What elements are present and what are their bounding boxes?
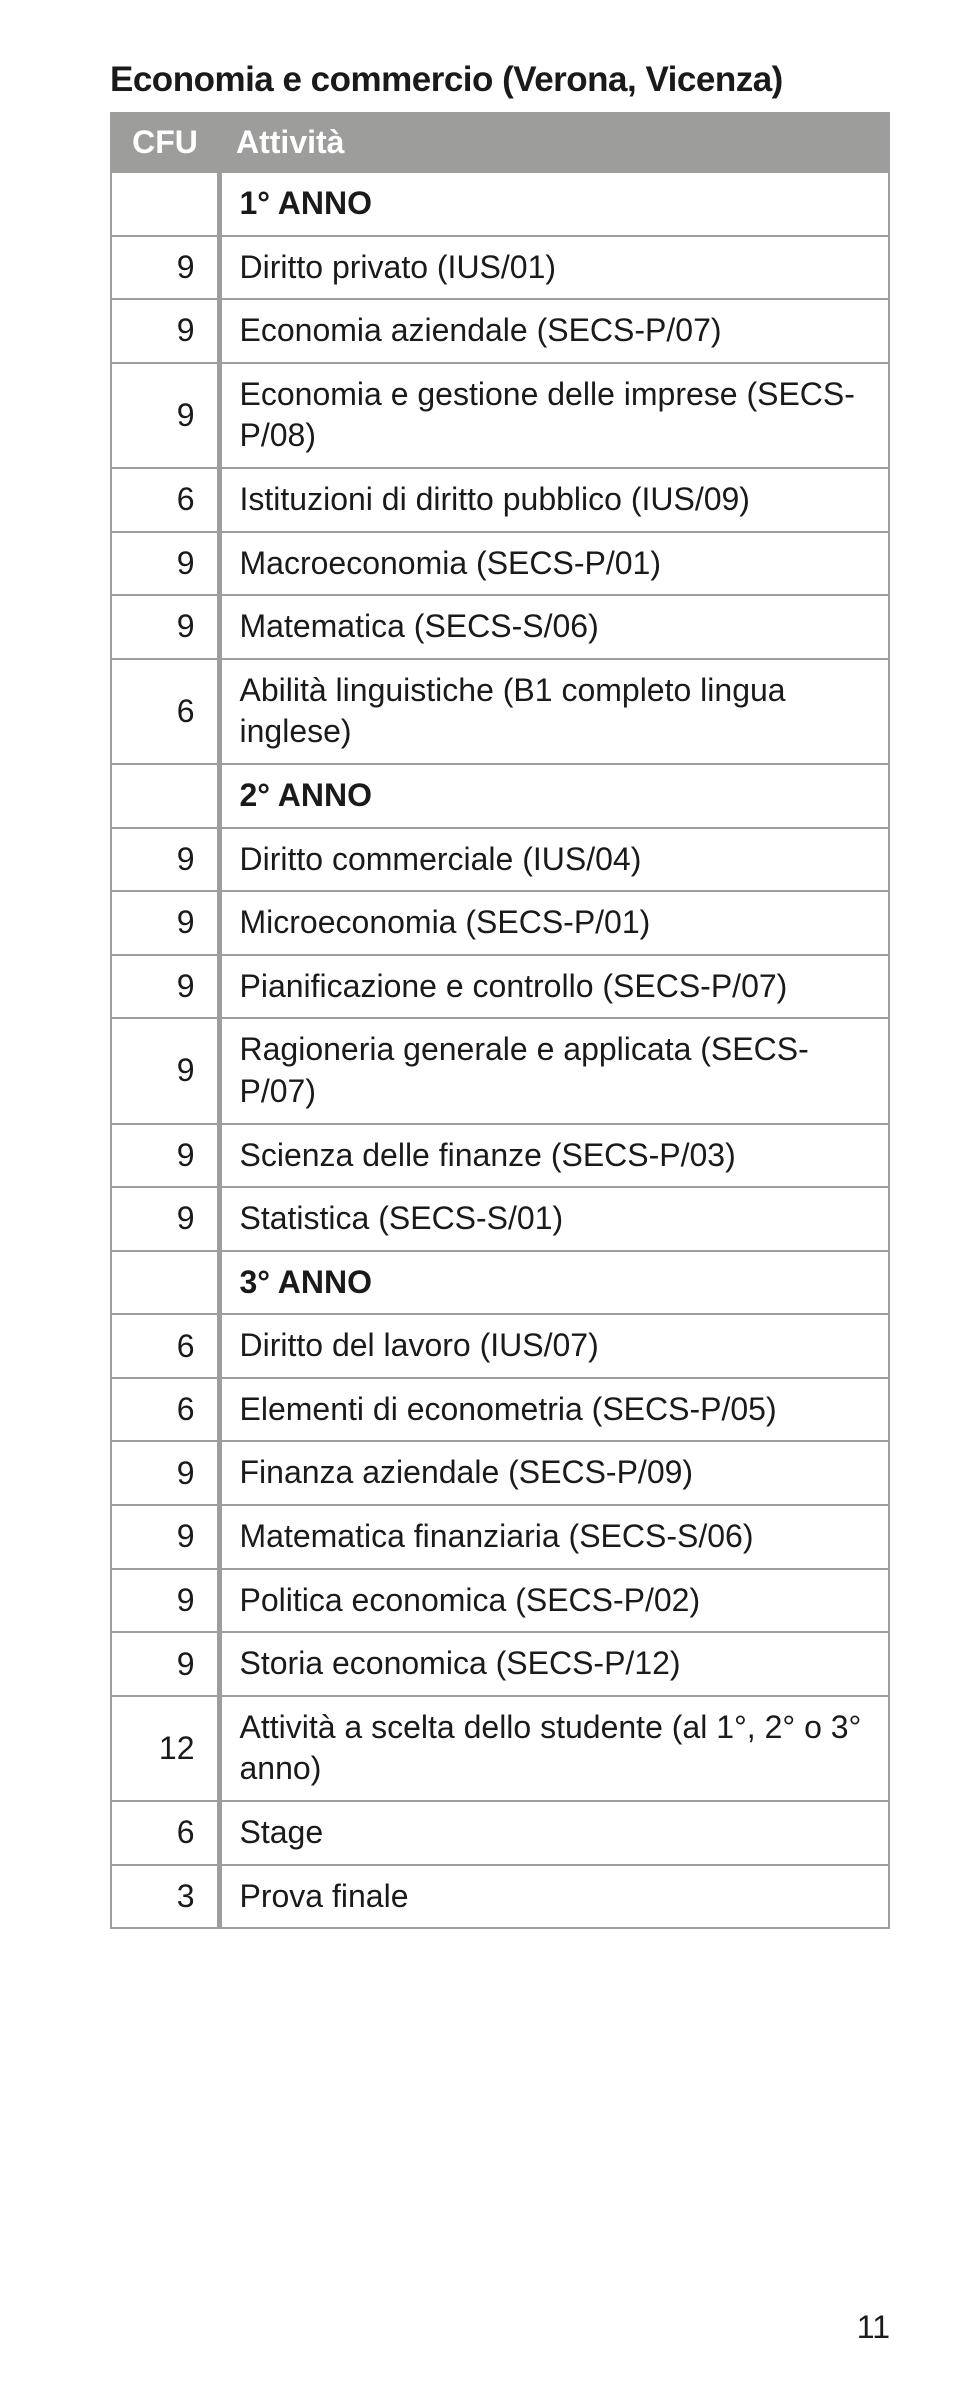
header-cfu: CFU: [111, 113, 219, 172]
activity-cell: Attività a scelta dello studente (al 1°,…: [219, 1696, 889, 1801]
activity-cell: Politica economica (SECS-P/02): [219, 1569, 889, 1633]
table-row: 9Statistica (SECS-S/01): [111, 1187, 889, 1251]
cfu-cell: 6: [111, 659, 219, 764]
table-row: 9Matematica (SECS-S/06): [111, 595, 889, 659]
activity-cell: Elementi di econometria (SECS-P/05): [219, 1378, 889, 1442]
page-title: Economia e commercio (Verona, Vicenza): [110, 60, 890, 100]
table-row: 3Prova finale: [111, 1865, 889, 1929]
cfu-cell: 9: [111, 955, 219, 1019]
cfu-cell: 9: [111, 1505, 219, 1569]
cfu-cell: [111, 1251, 219, 1315]
cfu-cell: 9: [111, 363, 219, 468]
activity-cell: Economia aziendale (SECS-P/07): [219, 299, 889, 363]
table-row: 2° ANNO: [111, 764, 889, 828]
section-label: 1° ANNO: [219, 172, 889, 236]
cfu-cell: 9: [111, 1441, 219, 1505]
table-row: 9Economia aziendale (SECS-P/07): [111, 299, 889, 363]
section-label: 2° ANNO: [219, 764, 889, 828]
cfu-cell: 9: [111, 828, 219, 892]
activity-cell: Istituzioni di diritto pubblico (IUS/09): [219, 468, 889, 532]
cfu-cell: 9: [111, 595, 219, 659]
activity-cell: Finanza aziendale (SECS-P/09): [219, 1441, 889, 1505]
table-row: 9Ragioneria generale e applicata (SECS-P…: [111, 1018, 889, 1123]
table-header-row: CFU Attività: [111, 113, 889, 172]
table-row: 6Elementi di econometria (SECS-P/05): [111, 1378, 889, 1442]
activity-cell: Stage: [219, 1801, 889, 1865]
cfu-cell: [111, 764, 219, 828]
table-row: 6Abilità linguistiche (B1 completo lingu…: [111, 659, 889, 764]
curriculum-table: CFU Attività 1° ANNO9Diritto privato (IU…: [110, 112, 890, 1929]
table-row: 12Attività a scelta dello studente (al 1…: [111, 1696, 889, 1801]
activity-cell: Ragioneria generale e applicata (SECS-P/…: [219, 1018, 889, 1123]
cfu-cell: 9: [111, 1632, 219, 1696]
table-row: 9Diritto commerciale (IUS/04): [111, 828, 889, 892]
table-row: 9Matematica finanziaria (SECS-S/06): [111, 1505, 889, 1569]
activity-cell: Matematica (SECS-S/06): [219, 595, 889, 659]
page-number: 11: [857, 2309, 890, 2346]
cfu-cell: 6: [111, 1378, 219, 1442]
activity-cell: Storia economica (SECS-P/12): [219, 1632, 889, 1696]
cfu-cell: 6: [111, 1801, 219, 1865]
table-row: 9Pianificazione e controllo (SECS-P/07): [111, 955, 889, 1019]
table-row: 6Istituzioni di diritto pubblico (IUS/09…: [111, 468, 889, 532]
activity-cell: Matematica finanziaria (SECS-S/06): [219, 1505, 889, 1569]
activity-cell: Prova finale: [219, 1865, 889, 1929]
cfu-cell: 9: [111, 1187, 219, 1251]
cfu-cell: 9: [111, 1124, 219, 1188]
table-row: 9Storia economica (SECS-P/12): [111, 1632, 889, 1696]
table-row: 9Scienza delle finanze (SECS-P/03): [111, 1124, 889, 1188]
table-row: 9Microeconomia (SECS-P/01): [111, 891, 889, 955]
activity-cell: Microeconomia (SECS-P/01): [219, 891, 889, 955]
activity-cell: Diritto commerciale (IUS/04): [219, 828, 889, 892]
section-label: 3° ANNO: [219, 1251, 889, 1315]
table-row: 3° ANNO: [111, 1251, 889, 1315]
cfu-cell: 6: [111, 468, 219, 532]
activity-cell: Economia e gestione delle imprese (SECS-…: [219, 363, 889, 468]
activity-cell: Macroeconomia (SECS-P/01): [219, 532, 889, 596]
cfu-cell: 9: [111, 299, 219, 363]
activity-cell: Scienza delle finanze (SECS-P/03): [219, 1124, 889, 1188]
cfu-cell: 9: [111, 532, 219, 596]
header-attivita: Attività: [219, 113, 889, 172]
table-row: 6Diritto del lavoro (IUS/07): [111, 1314, 889, 1378]
table-row: 1° ANNO: [111, 172, 889, 236]
table-row: 9Economia e gestione delle imprese (SECS…: [111, 363, 889, 468]
cfu-cell: [111, 172, 219, 236]
table-row: 9Diritto privato (IUS/01): [111, 236, 889, 300]
cfu-cell: 12: [111, 1696, 219, 1801]
cfu-cell: 6: [111, 1314, 219, 1378]
activity-cell: Pianificazione e controllo (SECS-P/07): [219, 955, 889, 1019]
activity-cell: Statistica (SECS-S/01): [219, 1187, 889, 1251]
table-row: 9Politica economica (SECS-P/02): [111, 1569, 889, 1633]
table-row: 6Stage: [111, 1801, 889, 1865]
cfu-cell: 9: [111, 891, 219, 955]
cfu-cell: 9: [111, 1018, 219, 1123]
cfu-cell: 9: [111, 1569, 219, 1633]
table-row: 9Macroeconomia (SECS-P/01): [111, 532, 889, 596]
activity-cell: Abilità linguistiche (B1 completo lingua…: [219, 659, 889, 764]
activity-cell: Diritto del lavoro (IUS/07): [219, 1314, 889, 1378]
activity-cell: Diritto privato (IUS/01): [219, 236, 889, 300]
cfu-cell: 9: [111, 236, 219, 300]
table-row: 9Finanza aziendale (SECS-P/09): [111, 1441, 889, 1505]
cfu-cell: 3: [111, 1865, 219, 1929]
